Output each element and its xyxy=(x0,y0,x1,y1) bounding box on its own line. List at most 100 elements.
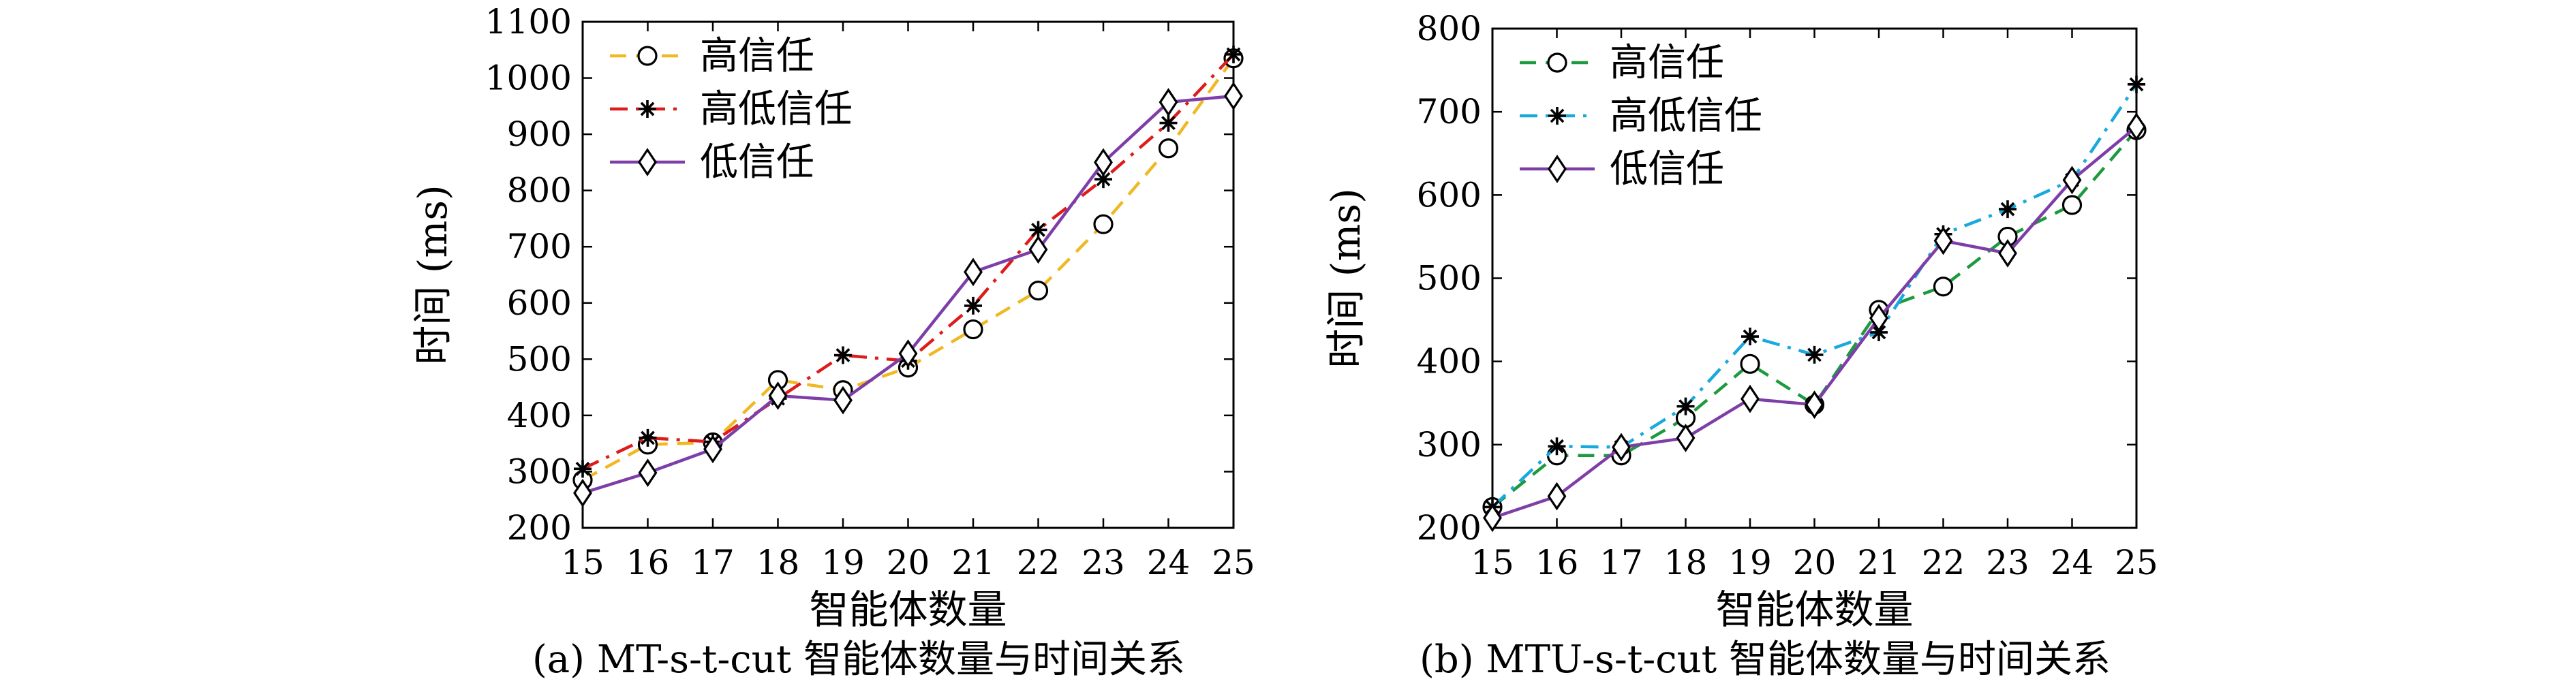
data-point xyxy=(1028,281,1049,301)
x-tick-label: 19 xyxy=(1728,543,1772,582)
diamond-marker xyxy=(2062,166,2082,195)
data-point xyxy=(1999,200,2017,219)
asterisk-marker xyxy=(1029,221,1047,239)
circle-marker xyxy=(2061,195,2083,215)
data-point xyxy=(834,346,852,364)
data-point xyxy=(1159,88,1178,116)
data-point xyxy=(2062,166,2082,195)
x-tick-label: 25 xyxy=(2115,543,2158,582)
circle-marker xyxy=(1158,138,1179,159)
circle-marker xyxy=(1547,52,1567,73)
x-tick-label: 16 xyxy=(1535,543,1579,582)
data-point xyxy=(2061,195,2083,215)
diamond-marker xyxy=(1612,432,1631,462)
series-line xyxy=(1491,129,2138,509)
series-line xyxy=(582,94,1234,494)
x-tick-label: 18 xyxy=(756,543,800,582)
y-tick-label: 300 xyxy=(1417,425,1482,465)
data-point xyxy=(1548,437,1566,456)
y-tick-label: 200 xyxy=(1417,508,1482,548)
data-point xyxy=(1612,432,1631,462)
asterisk-marker xyxy=(1805,345,1824,364)
diamond-marker xyxy=(1676,424,1696,452)
diamond-marker xyxy=(638,148,657,176)
data-point xyxy=(2127,112,2146,142)
y-tick-label: 500 xyxy=(1417,259,1482,298)
asterisk-marker xyxy=(1548,437,1566,456)
y-tick-label: 600 xyxy=(1417,175,1482,215)
data-point xyxy=(1158,138,1179,159)
y-tick-label: 300 xyxy=(507,452,572,491)
figure-caption: (b) MTU-s-t-cut 智能体数量与时间关系 xyxy=(1420,638,2111,682)
data-point xyxy=(2128,75,2145,93)
x-axis-title: 智能体数量 xyxy=(1715,586,1913,633)
asterisk-marker xyxy=(2128,75,2145,93)
data-point xyxy=(898,339,918,368)
x-tick-label: 25 xyxy=(1212,543,1255,582)
diamond-marker xyxy=(1548,155,1567,183)
data-point xyxy=(768,381,788,410)
data-point xyxy=(703,435,722,464)
x-tick-label: 23 xyxy=(1986,543,2029,582)
data-point xyxy=(1548,107,1566,125)
data-point xyxy=(1093,214,1114,234)
x-tick-label: 20 xyxy=(1793,543,1837,582)
series-line xyxy=(1492,125,2138,520)
data-point xyxy=(963,319,983,340)
data-point xyxy=(573,478,592,507)
x-tick-label: 23 xyxy=(1082,543,1125,582)
diamond-marker xyxy=(1159,88,1178,116)
x-axis-title: 智能体数量 xyxy=(809,586,1007,633)
y-axis-title: 时间 (ms) xyxy=(1323,188,1369,368)
data-point xyxy=(1224,82,1243,110)
x-tick-label: 18 xyxy=(1664,543,1708,582)
data-point xyxy=(1547,52,1567,73)
y-tick-label: 800 xyxy=(1417,9,1482,48)
diamond-marker xyxy=(1998,238,2017,268)
legend-label: 高低信任 xyxy=(1610,94,1762,138)
data-point xyxy=(833,386,853,415)
y-tick-label: 700 xyxy=(507,227,572,266)
asterisk-marker xyxy=(1741,328,1759,346)
y-tick-label: 500 xyxy=(507,339,572,379)
chart-a: 15 16 17 18 19 20 21 22 23 24 25 200 300 400 500 600 700… xyxy=(410,2,1255,682)
diamond-marker xyxy=(703,435,722,464)
legend-label: 高信任 xyxy=(1610,41,1724,85)
asterisk-marker xyxy=(1225,45,1242,63)
series-line xyxy=(582,53,1235,471)
diamond-marker xyxy=(638,458,658,487)
data-point xyxy=(1805,345,1824,364)
plot-frame xyxy=(581,20,1235,529)
x-tick-label: 22 xyxy=(1922,543,1965,582)
y-tick-label: 800 xyxy=(507,171,572,210)
diamond-marker xyxy=(768,381,788,410)
x-tick-label: 19 xyxy=(821,543,865,582)
asterisk-marker xyxy=(574,460,592,478)
asterisk-marker xyxy=(1094,170,1112,189)
diamond-marker xyxy=(2127,112,2146,142)
data-point xyxy=(1676,424,1696,452)
data-point xyxy=(639,100,656,118)
y-tick-label: 700 xyxy=(1417,92,1482,131)
asterisk-marker xyxy=(964,296,982,315)
series-line xyxy=(581,57,1235,482)
y-tick-label: 400 xyxy=(1417,342,1482,381)
asterisk-marker xyxy=(1159,114,1178,132)
diamond-marker xyxy=(898,339,918,368)
circle-marker xyxy=(1093,214,1114,234)
x-tick-label: 16 xyxy=(626,543,670,582)
diamond-marker xyxy=(1483,503,1502,533)
data-point xyxy=(1740,353,1760,374)
y-tick-label: 400 xyxy=(507,396,572,435)
y-tick-label: 200 xyxy=(507,508,572,548)
data-point xyxy=(1483,503,1502,533)
data-point xyxy=(1029,221,1047,239)
asterisk-marker xyxy=(1676,397,1695,415)
diamond-marker xyxy=(1094,148,1113,177)
circle-marker xyxy=(1933,277,1954,297)
diamond-marker xyxy=(833,386,853,415)
y-tick-label: 1100 xyxy=(485,2,572,42)
diamond-marker xyxy=(1805,390,1824,420)
